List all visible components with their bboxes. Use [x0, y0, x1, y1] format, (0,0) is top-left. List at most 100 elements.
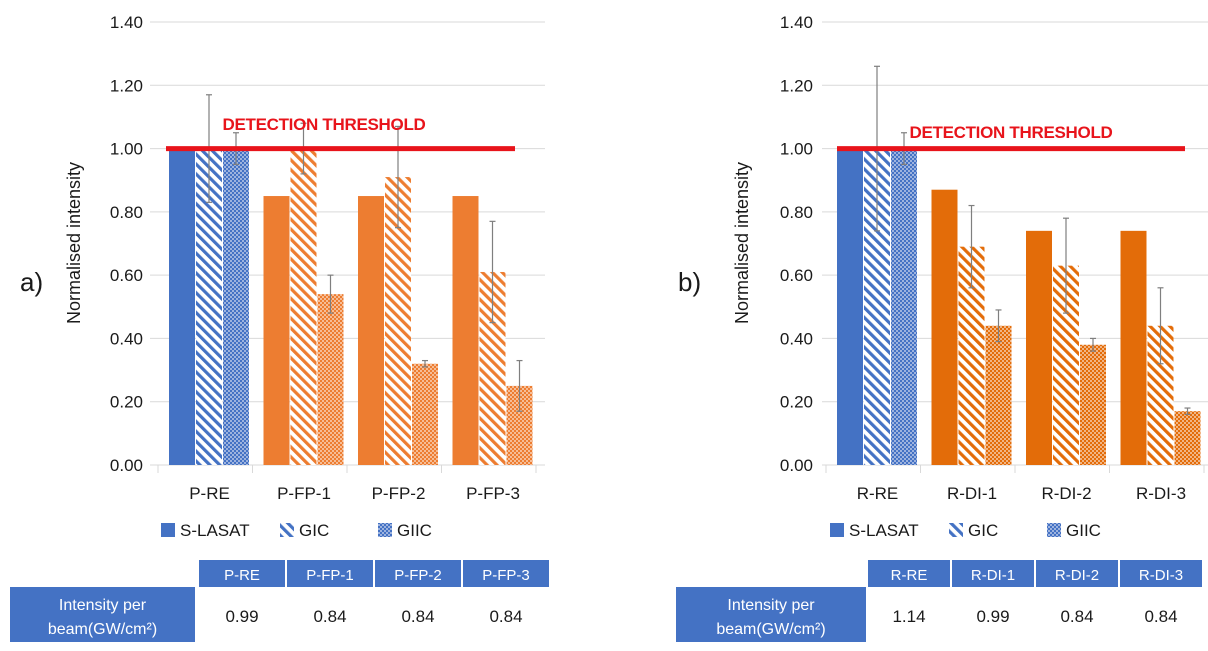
error-bar [995, 309, 1002, 343]
table-header-cell [287, 560, 373, 587]
table-row-header-line: Intensity per [727, 597, 815, 614]
y-tick-label: 0.00 [780, 456, 813, 475]
bar-giic-p-re [223, 148, 249, 466]
chart-panel-a: 0.00 0.20 0.40 0.60 0.80 1.00 1.20 1.40 Normalis… [10, 13, 549, 642]
x-category-label: P-FP-3 [466, 484, 520, 503]
error-bar [489, 220, 496, 324]
bar-s-lasat-p-fp-1 [263, 196, 290, 466]
table-header-cell [1036, 560, 1118, 587]
bar-giic-p-fp-1 [317, 294, 344, 465]
error-bar [516, 359, 523, 412]
legend-label: GIC [968, 521, 998, 540]
bar-giic-r-di-2 [1080, 344, 1106, 465]
legend: S-LASAT GIC GIIC [161, 521, 432, 540]
y-tick-label: 0.40 [780, 329, 813, 348]
legend-swatch-giic [378, 523, 392, 537]
x-category-label: R-DI-2 [1041, 484, 1091, 503]
table-header-label: R-DI-3 [1139, 567, 1183, 584]
table-header-label: P-FP-2 [394, 567, 442, 584]
bar-giic-p-fp-2 [412, 363, 438, 465]
detection-threshold-label: DETECTION THRESHOLD [222, 115, 425, 134]
y-tick-label: 0.60 [110, 266, 143, 285]
y-tick-label: 1.00 [110, 140, 143, 159]
legend-label: GIIC [1066, 521, 1101, 540]
bar-s-lasat-r-di-1 [931, 189, 958, 465]
table-row-header-line: Intensity per [59, 597, 147, 614]
legend-swatch-gic [280, 523, 294, 537]
y-tick-label: 0.60 [780, 266, 813, 285]
error-bar [1184, 407, 1191, 415]
error-bar [327, 274, 334, 314]
table-row-header-line: beam(GW/cm²) [716, 621, 825, 638]
error-bar [968, 204, 975, 289]
bar-s-lasat-p-fp-2 [358, 196, 384, 466]
panel-label: b) [678, 267, 701, 297]
error-bar [1157, 287, 1164, 365]
panel-label: a) [20, 267, 43, 297]
legend-label: GIIC [397, 521, 432, 540]
y-tick-label: 1.40 [110, 13, 143, 32]
y-axis-title: Normalised intensity [64, 162, 84, 324]
x-category-label: R-DI-3 [1136, 484, 1186, 503]
x-category-label: P-RE [189, 484, 230, 503]
legend-swatch-gic [949, 523, 963, 537]
x-category-label: P-FP-2 [372, 484, 426, 503]
legend-label: GIC [299, 521, 329, 540]
table-value-cell: 0.84 [313, 607, 346, 626]
table-value-cell: 1.14 [892, 607, 925, 626]
y-tick-label: 0.20 [110, 393, 143, 412]
y-tick-label: 1.20 [110, 76, 143, 95]
table-value-cell: 0.99 [976, 607, 1009, 626]
error-bar [422, 359, 428, 368]
legend: S-LASAT GIC GIIC [830, 521, 1101, 540]
table-header-cell [868, 560, 950, 587]
legend-label: S-LASAT [849, 521, 919, 540]
y-tick-label: 0.00 [110, 456, 143, 475]
bar-s-lasat-r-di-2 [1026, 230, 1052, 465]
table-value-cell: 0.84 [401, 607, 434, 626]
legend-swatch-s-lasat [830, 523, 844, 537]
x-category-label: P-FP-1 [277, 484, 331, 503]
error-bar [395, 125, 401, 229]
chart-panel-b: 0.00 0.20 0.40 0.60 0.80 1.00 1.20 1.40 Normalis… [676, 13, 1208, 642]
bar-gic-p-fp-1 [290, 148, 317, 466]
y-tick-label: 0.80 [110, 203, 143, 222]
table-header-label: R-DI-2 [1055, 567, 1099, 584]
legend-label: S-LASAT [180, 521, 250, 540]
y-tick-label: 1.40 [780, 13, 813, 32]
y-tick-label: 1.20 [780, 76, 813, 95]
table-header-cell [463, 560, 549, 587]
x-category-label: R-RE [857, 484, 899, 503]
table-value-cell: 0.84 [489, 607, 522, 626]
table-row-header-cell [676, 587, 866, 642]
table-value-cell: 0.84 [1144, 607, 1177, 626]
table-header-cell [375, 560, 461, 587]
table-header-label: P-FP-1 [306, 567, 354, 584]
error-bar [1063, 217, 1069, 314]
bar-s-lasat-p-re [169, 148, 195, 466]
detection-threshold-label: DETECTION THRESHOLD [909, 123, 1112, 142]
table-header-label: P-RE [224, 567, 260, 584]
y-tick-label: 0.20 [780, 393, 813, 412]
table-header-label: R-DI-1 [971, 567, 1015, 584]
y-tick-label: 0.80 [780, 203, 813, 222]
table-header-cell [1120, 560, 1202, 587]
error-bar [1090, 337, 1096, 352]
bar-giic-r-di-3 [1174, 411, 1201, 465]
table-header-cell [199, 560, 285, 587]
table-row-header-cell [10, 587, 195, 642]
legend-swatch-s-lasat [161, 523, 175, 537]
table-header-cell [952, 560, 1034, 587]
intensity-table: Intensity per beam(GW/cm²) P-RE 0.99 P-FP-1 0… [10, 560, 549, 642]
y-tick-label: 1.00 [780, 140, 813, 159]
table-value-cell: 0.84 [1060, 607, 1093, 626]
bar-giic-r-di-1 [985, 325, 1012, 465]
bar-s-lasat-r-re [837, 148, 863, 466]
x-category-label: R-DI-1 [947, 484, 997, 503]
bar-s-lasat-r-di-3 [1120, 230, 1147, 465]
bar-s-lasat-p-fp-3 [452, 196, 479, 466]
bar-giic-r-re [891, 148, 917, 466]
table-header-label: R-RE [891, 567, 928, 584]
intensity-table: Intensity per beam(GW/cm²) R-RE 1.14 R-DI-1 0… [676, 560, 1202, 642]
